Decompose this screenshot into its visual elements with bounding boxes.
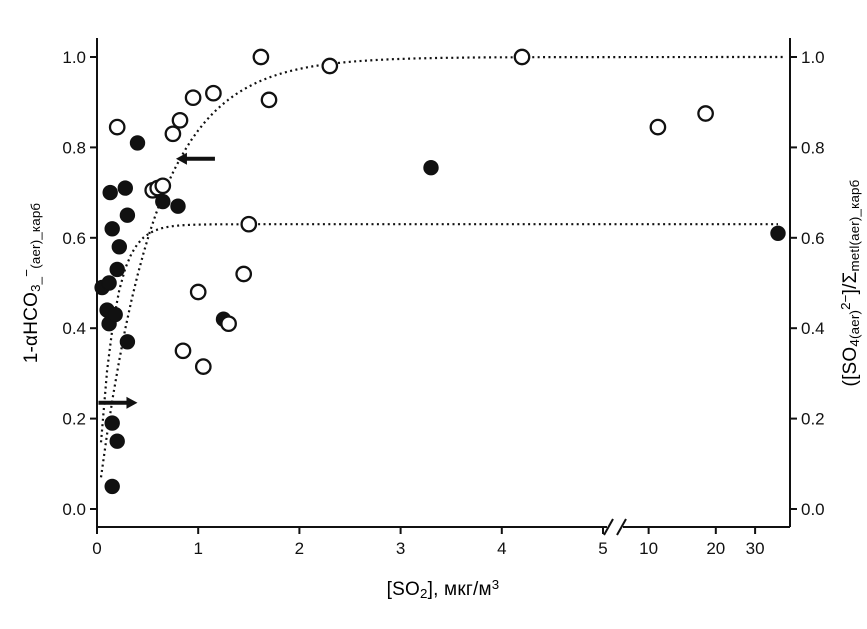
axis-break-mark [603, 518, 614, 536]
y-tick-label-left: 0.2 [62, 410, 86, 429]
y-tick-label-left: 1.0 [62, 48, 86, 67]
lower-fit-curve [99, 223, 778, 443]
data-point-filled-circle [170, 198, 186, 214]
data-point-filled-circle [107, 306, 123, 323]
x-tick-label: 0 [92, 539, 101, 558]
data-point-filled-circle [119, 334, 136, 350]
y-tick-label-right: 0.4 [801, 319, 825, 338]
y-tick-label-left: 0.0 [62, 500, 86, 519]
data-point-open-circle [189, 283, 207, 301]
left-axis-arrow-head [175, 152, 187, 165]
x-tick-label: 4 [497, 539, 506, 558]
data-point-open-circle [108, 118, 126, 136]
y-tick-label-right: 0.8 [801, 138, 825, 157]
x-tick-label: 30 [746, 539, 765, 558]
data-point-filled-circle [770, 225, 786, 242]
y-axis-label-right: ([SO4(aer)2−]/Σmetl(aer)_карб [838, 179, 862, 387]
right-axis-arrow-head [126, 396, 138, 409]
y-axis-label-left: 1-αHCO3_−(aer)_карб [19, 202, 43, 364]
x-tick-label: 20 [706, 539, 725, 558]
data-point-filled-circle [129, 135, 146, 151]
data-point-filled-circle [104, 221, 120, 237]
data-point-open-circle [184, 89, 202, 107]
data-point-open-circle [164, 125, 182, 143]
data-point-open-circle [235, 265, 253, 283]
upper-fit-curve [99, 55, 784, 478]
x-tick-label: 1 [193, 539, 202, 558]
data-point-filled-circle [101, 275, 117, 291]
data-point-open-circle [205, 84, 222, 102]
y-tick-label-left: 0.8 [62, 138, 86, 157]
data-point-open-circle [154, 177, 172, 195]
data-point-open-circle [240, 215, 258, 233]
axis-break-mark [616, 518, 627, 536]
data-point-open-circle [252, 48, 270, 66]
y-tick-label-right: 0.0 [801, 500, 825, 519]
data-point-filled-circle [109, 261, 125, 278]
data-point-filled-circle [104, 415, 120, 431]
data-point-open-circle [174, 342, 192, 360]
data-point-open-circle [260, 91, 278, 109]
x-tick-label: 2 [295, 539, 304, 558]
data-point-open-circle [194, 358, 212, 375]
data-point-open-circle [220, 315, 237, 333]
data-point-filled-circle [117, 180, 134, 196]
data-point-open-circle [697, 105, 714, 122]
data-point-open-circle [513, 48, 531, 66]
data-point-open-circle [321, 57, 339, 75]
x-axis-label: [SO2], мкг/м3 [386, 577, 500, 601]
y-tick-label-left: 0.6 [62, 229, 86, 248]
x-tick-label: 5 [598, 539, 607, 558]
data-point-filled-circle [111, 239, 128, 255]
data-point-filled-circle [119, 207, 136, 223]
data-point-open-circle [649, 118, 667, 136]
y-tick-label-right: 0.2 [801, 410, 825, 429]
y-tick-label-right: 1.0 [801, 48, 825, 67]
data-point-filled-circle [104, 478, 120, 495]
x-tick-label: 3 [396, 539, 405, 558]
y-tick-label-right: 0.6 [801, 229, 825, 248]
data-point-open-circle [171, 111, 189, 129]
data-point-filled-circle [102, 184, 118, 201]
y-tick-label-left: 0.4 [62, 319, 86, 338]
data-point-filled-circle [109, 433, 125, 449]
x-tick-label: 10 [639, 539, 658, 558]
data-point-filled-circle [423, 160, 439, 176]
